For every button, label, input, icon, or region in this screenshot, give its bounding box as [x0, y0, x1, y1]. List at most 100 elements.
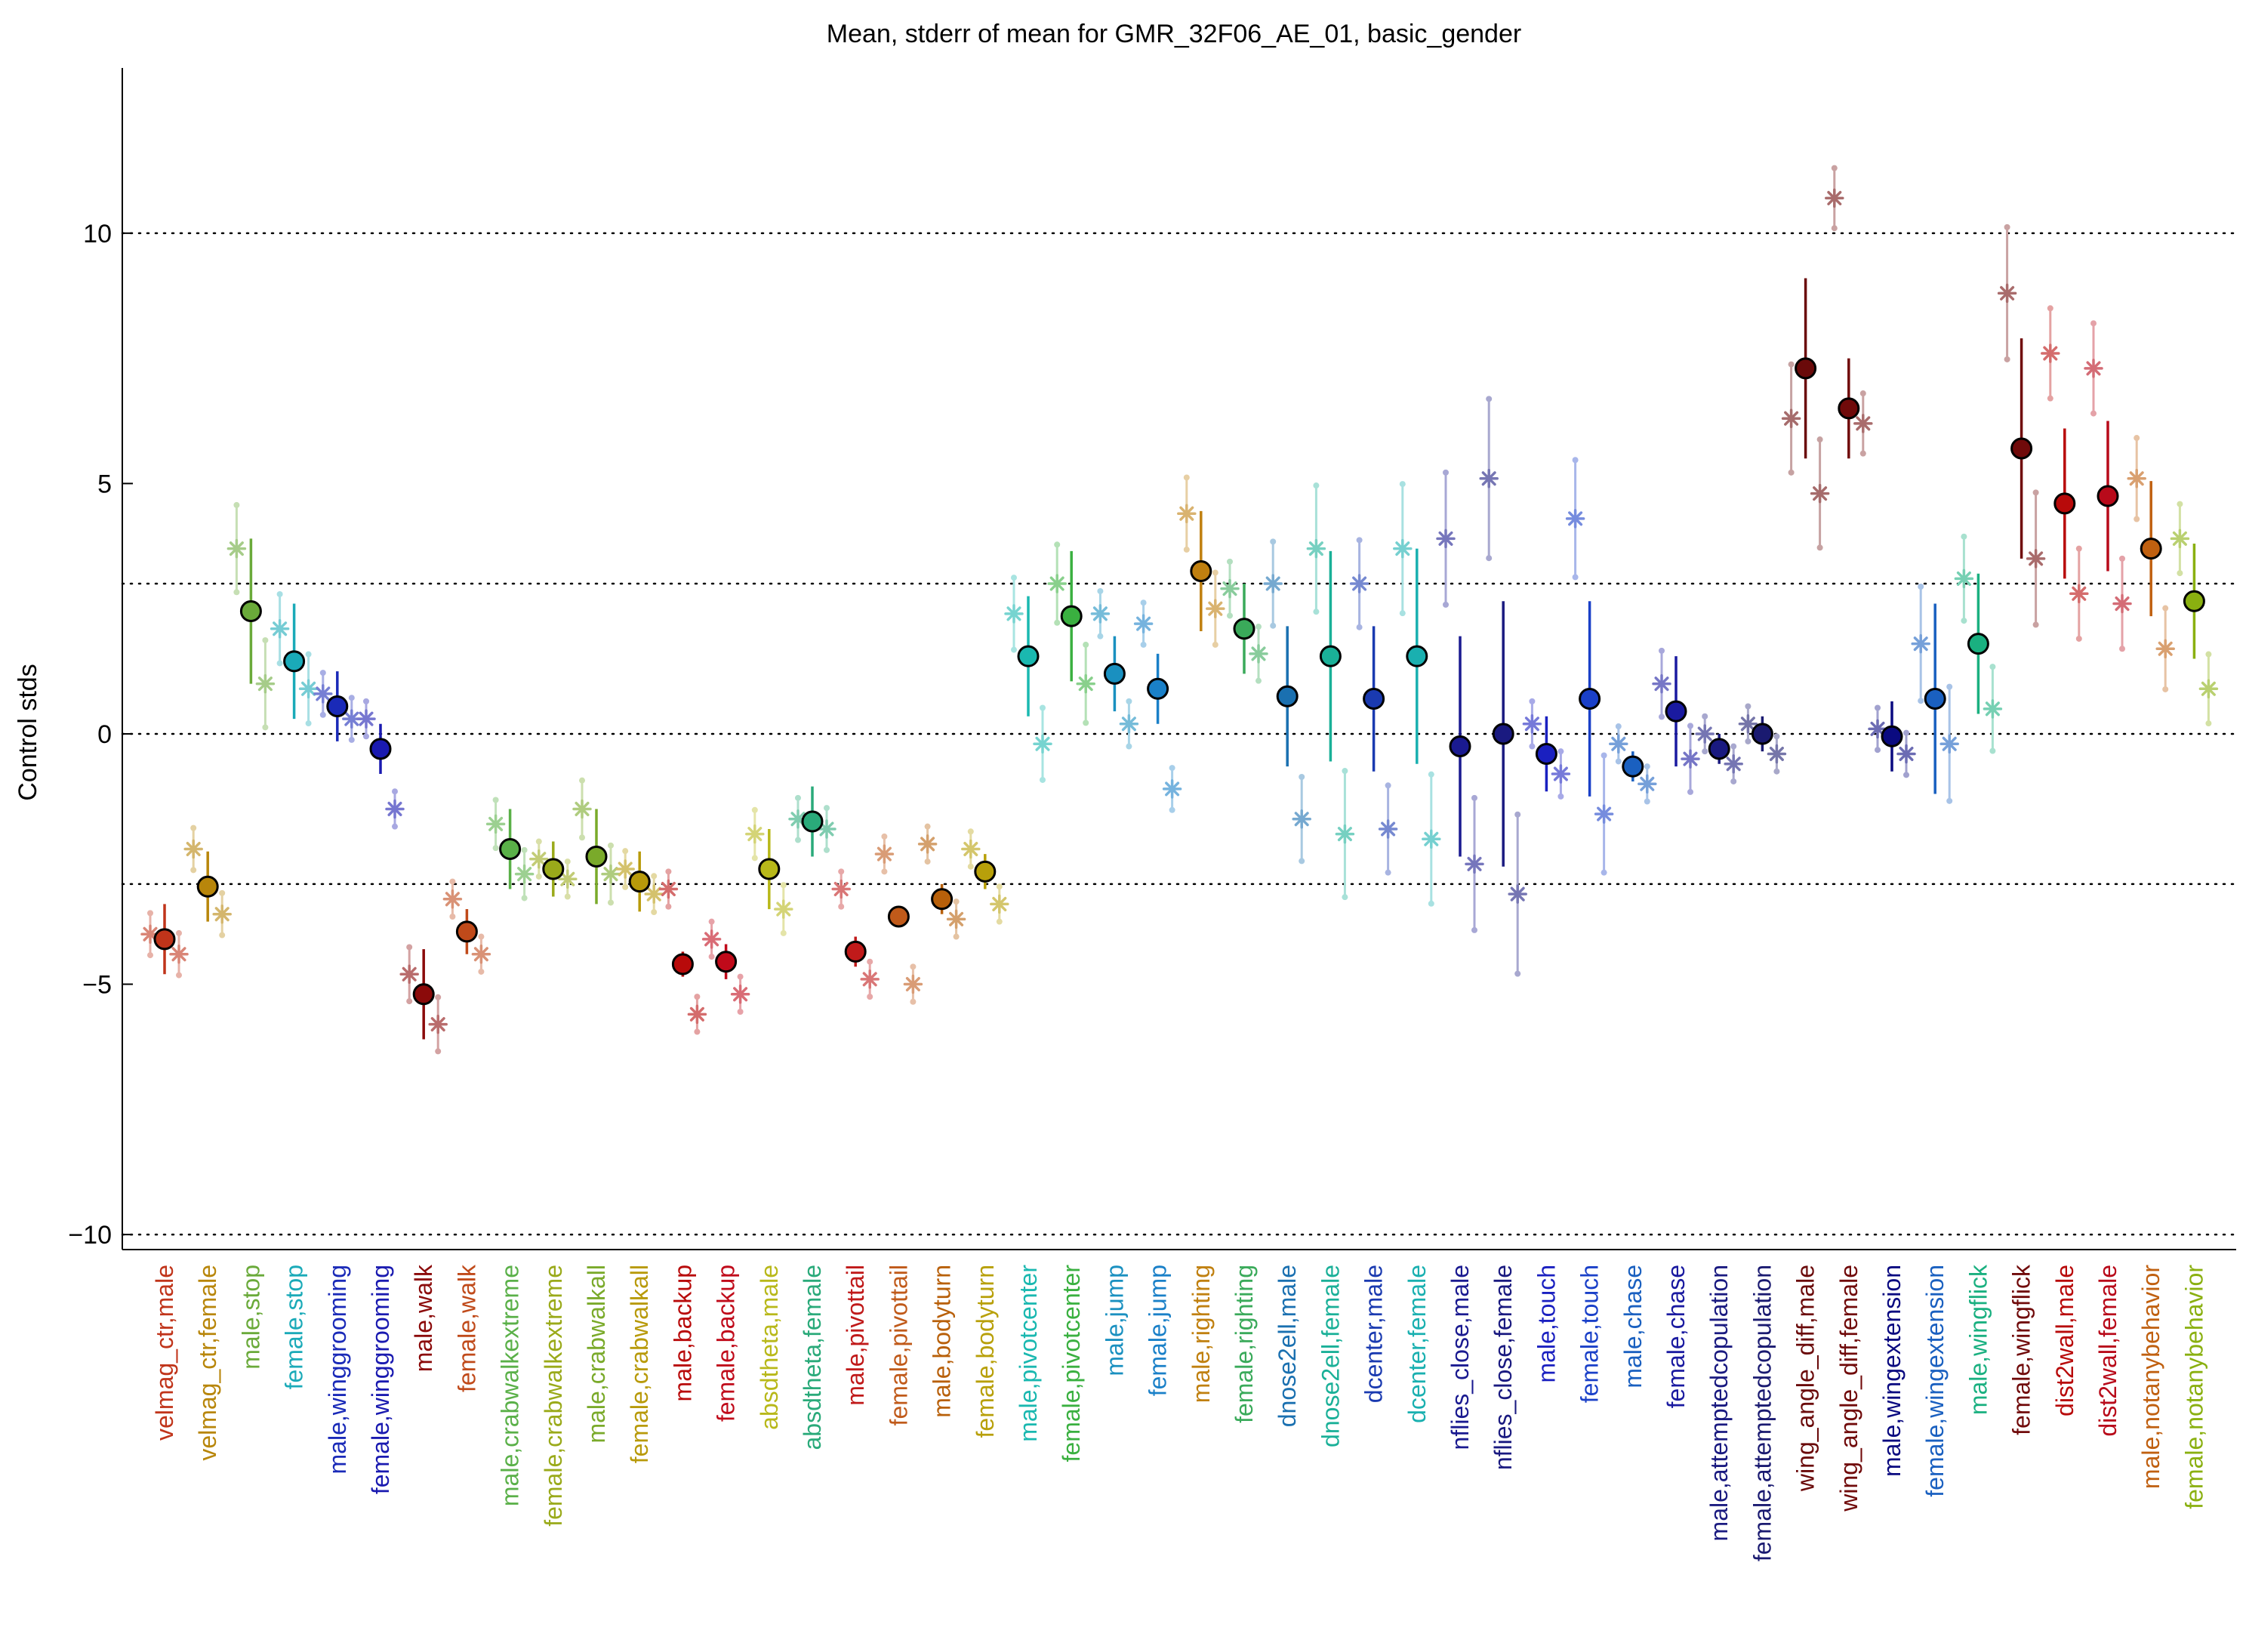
experiment-marker: [514, 864, 535, 884]
mean-marker: [1492, 723, 1514, 745]
experiment-range-end: [1040, 776, 1046, 783]
experiment-range-end: [1443, 601, 1449, 608]
experiment-range-end: [233, 589, 240, 596]
experiment-range-end: [1875, 747, 1881, 754]
experiment-marker: [558, 869, 578, 889]
experiment-marker: [1133, 614, 1154, 633]
experiment-marker: [1292, 809, 1311, 829]
experiment-marker: [1911, 633, 1930, 654]
experiment-range-end: [1659, 714, 1665, 720]
experiment-range-end: [176, 929, 182, 936]
x-tick-label: female,jump: [1145, 1265, 1172, 1396]
experiment-marker: [644, 884, 664, 904]
experiment-range-end: [1572, 574, 1579, 581]
mean-marker: [1838, 397, 1860, 420]
experiment-marker: [1810, 483, 1830, 504]
experiment-marker: [946, 909, 966, 929]
experiment-range-end: [1601, 752, 1607, 759]
x-tick-label: velmag_ctr,female: [194, 1265, 221, 1461]
mean-marker: [239, 600, 262, 623]
experiment-range-end: [1097, 633, 1104, 640]
mean-marker: [1103, 662, 1126, 685]
mean-marker: [801, 810, 824, 833]
experiment-marker: [1939, 734, 1959, 754]
experiment-range-end: [751, 806, 758, 813]
experiment-marker: [2041, 344, 2060, 363]
experiment-marker: [1436, 529, 1456, 549]
experiment-range-end: [1730, 743, 1737, 750]
experiment-marker: [1565, 509, 1585, 529]
x-tick-label: male,backup: [669, 1265, 696, 1401]
experiment-range-end: [967, 828, 974, 835]
experiment-marker: [1206, 599, 1225, 618]
experiment-range-end: [1399, 610, 1406, 617]
experiment-range-end: [967, 863, 974, 870]
experiment-range-end: [1745, 703, 1752, 710]
experiment-marker: [1609, 734, 1628, 754]
x-tick-label: female,righting: [1231, 1265, 1258, 1423]
x-tick-label: absdtheta,male: [756, 1265, 783, 1430]
experiment-range-end: [824, 805, 830, 812]
experiment-range-end: [1169, 806, 1175, 813]
experiment-range-end: [1356, 624, 1363, 630]
reference-lines: [121, 232, 2238, 1236]
experiment-range-end: [190, 867, 197, 874]
experiment-range-end: [1816, 436, 1823, 443]
experiment-range-end: [1572, 457, 1579, 464]
experiment-marker: [961, 839, 981, 859]
experiment-range-end: [953, 898, 960, 905]
experiment-range-end: [1443, 469, 1449, 476]
experiment-range-end: [651, 909, 658, 916]
x-tick-label: female,pivottail: [885, 1265, 912, 1425]
experiment-range-end: [1097, 587, 1104, 594]
experiment-range-end: [910, 963, 917, 970]
experiment-range-end: [996, 883, 1003, 890]
experiment-range-end: [780, 882, 787, 889]
mean-marker: [671, 953, 694, 975]
mean-marker: [844, 940, 867, 963]
experiment-range-end: [392, 788, 398, 795]
experiment-range-end: [1399, 481, 1406, 488]
x-tick-label: dnose2ell,female: [1317, 1265, 1344, 1447]
experiment-marker: [1479, 469, 1499, 489]
mean-marker: [542, 858, 565, 880]
experiment-marker: [2084, 359, 2103, 378]
experiment-range-end: [449, 878, 456, 885]
x-tick-label: male,notanybehavior: [2137, 1265, 2164, 1489]
experiment-range-end: [348, 695, 355, 701]
experiment-range-end: [1356, 537, 1363, 544]
x-tick-label: dcenter,female: [1403, 1265, 1431, 1423]
experiment-range-end: [953, 933, 960, 940]
experiment-marker: [1695, 724, 1715, 744]
experiment-marker: [298, 679, 319, 699]
experiment-range-end: [1514, 970, 1521, 977]
experiment-range-end: [1702, 748, 1708, 755]
experiment-marker: [2069, 584, 2089, 604]
experiment-marker: [529, 849, 549, 869]
experiment-range-end: [1788, 469, 1795, 476]
x-tick-label: male,crabwalkextreme: [497, 1265, 524, 1506]
experiment-range-end: [2047, 305, 2053, 312]
experiment-marker: [1551, 764, 1571, 784]
experiment-range-end: [1946, 683, 1953, 690]
experiment-range-end: [1183, 546, 1190, 553]
experiment-range-end: [2162, 605, 2169, 612]
experiment-range-end: [824, 846, 830, 853]
mean-marker: [1060, 605, 1083, 627]
experiment-range-end: [1342, 768, 1348, 775]
experiment-range-end: [2134, 435, 2140, 442]
experiment-marker: [817, 819, 836, 839]
experiment-range-end: [535, 838, 542, 845]
experiment-range-end: [1903, 729, 1909, 736]
experiment-range-end: [1313, 482, 1320, 489]
experiment-marker: [615, 859, 635, 879]
experiment-range-end: [305, 651, 312, 658]
mean-marker: [1017, 645, 1040, 667]
experiment-range-end: [708, 918, 715, 925]
x-tick-label: male,righting: [1188, 1265, 1215, 1403]
experiment-marker: [917, 834, 938, 854]
x-tick-label: wing_angle_diff,female: [1835, 1265, 1862, 1512]
experiment-range-end: [2032, 489, 2039, 496]
experiment-marker: [1162, 779, 1182, 799]
experiment-marker: [572, 799, 592, 819]
